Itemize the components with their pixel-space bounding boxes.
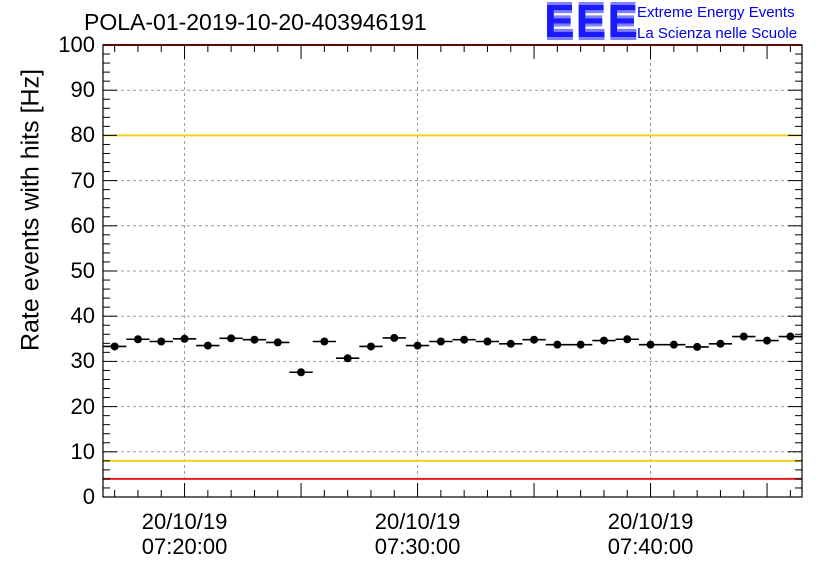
x-tick-date: 20/10/19 bbox=[374, 509, 461, 534]
logo-text-line-1: Extreme Energy Events bbox=[637, 4, 795, 21]
x-tick-time: 07:40:00 bbox=[607, 534, 694, 560]
y-tick-label: 0 bbox=[82, 484, 95, 509]
x-tick-time: 07:20:00 bbox=[141, 534, 228, 560]
data-point bbox=[203, 341, 212, 350]
logo-text-line-2: La Scienza nelle Scuole bbox=[637, 25, 798, 42]
reference-lines bbox=[103, 44, 802, 480]
x-tick-time: 07:30:00 bbox=[374, 534, 461, 560]
data-point bbox=[460, 335, 469, 344]
data-point bbox=[483, 337, 492, 346]
data-point bbox=[133, 335, 142, 344]
data-point bbox=[693, 342, 702, 351]
data-point bbox=[530, 335, 539, 344]
x-tick-label: 20/10/19 07:40:00 bbox=[581, 509, 721, 560]
x-tick-date: 20/10/19 bbox=[141, 509, 228, 534]
x-tick-label: 20/10/19 07:20:00 bbox=[115, 509, 255, 560]
data-point bbox=[716, 339, 725, 348]
data-point bbox=[250, 335, 259, 344]
data-point bbox=[436, 337, 445, 346]
data-points bbox=[103, 332, 802, 377]
y-tick-label: 50 bbox=[70, 258, 95, 283]
eee-logo: EEE bbox=[544, 0, 640, 47]
y-tick-label: 20 bbox=[70, 393, 95, 419]
data-point bbox=[763, 336, 772, 345]
y-tick-label: 10 bbox=[70, 438, 95, 464]
y-tick-label: 100 bbox=[58, 32, 95, 57]
y-tick-label: 90 bbox=[70, 77, 95, 103]
data-point bbox=[506, 339, 515, 348]
data-point bbox=[227, 334, 236, 343]
data-point bbox=[623, 335, 632, 344]
data-point bbox=[297, 368, 306, 377]
data-point bbox=[320, 337, 329, 346]
data-point bbox=[669, 340, 678, 349]
data-point bbox=[366, 342, 375, 351]
data-point bbox=[599, 336, 608, 345]
axes bbox=[102, 44, 803, 498]
grid bbox=[103, 44, 802, 498]
y-tick-label: 40 bbox=[70, 303, 95, 329]
data-point bbox=[553, 340, 562, 349]
data-point bbox=[739, 332, 748, 341]
y-tick-label: 80 bbox=[70, 122, 95, 148]
data-point bbox=[786, 332, 795, 341]
data-point bbox=[343, 354, 352, 363]
data-point bbox=[157, 337, 166, 346]
data-point bbox=[413, 341, 422, 350]
x-tick-date: 20/10/19 bbox=[607, 509, 694, 534]
x-tick-label: 20/10/19 07:30:00 bbox=[348, 509, 488, 560]
data-point bbox=[576, 340, 585, 349]
y-tick-label: 70 bbox=[70, 167, 95, 193]
data-point bbox=[390, 333, 399, 342]
data-point bbox=[180, 334, 189, 343]
data-point bbox=[110, 342, 119, 351]
y-tick-label: 60 bbox=[70, 212, 95, 238]
data-point bbox=[646, 340, 655, 349]
data-point bbox=[273, 338, 282, 347]
y-tick-label: 30 bbox=[70, 348, 95, 374]
chart-title: POLA-01-2019-10-20-403946191 bbox=[84, 9, 427, 35]
